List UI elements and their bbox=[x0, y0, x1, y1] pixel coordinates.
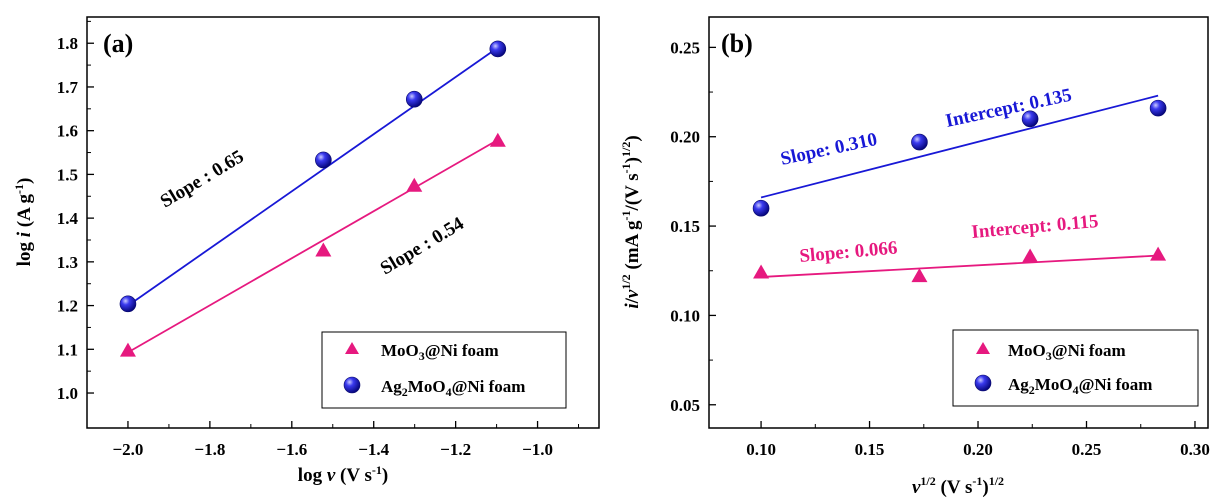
y-tick-label: 0.05 bbox=[670, 396, 700, 415]
x-tick-label: −1.0 bbox=[522, 440, 553, 459]
data-point-ag-b bbox=[1149, 99, 1167, 117]
y-tick-label: 1.4 bbox=[57, 209, 79, 228]
legend-label-mo-a: MoO3@Ni foam bbox=[381, 341, 499, 363]
data-points-b bbox=[752, 99, 1167, 283]
y-tick-label: 0.25 bbox=[670, 38, 700, 57]
fit-lines-a bbox=[127, 46, 499, 354]
y-tick-label: 1.1 bbox=[57, 340, 78, 359]
fit-line-mo-a bbox=[127, 139, 499, 354]
x-tick-label: 0.15 bbox=[855, 440, 885, 459]
legend-label-ag-b: Ag2MoO4@Ni foam bbox=[1008, 375, 1152, 397]
annotation-slope-mo-b: Slope: 0.066 bbox=[799, 238, 899, 267]
data-point-mo-b bbox=[1022, 248, 1039, 263]
x-tick-label: −1.6 bbox=[276, 440, 307, 459]
panel-label-a: (a) bbox=[103, 29, 133, 58]
data-point-ag-a bbox=[119, 295, 137, 313]
x-tick-label: −1.2 bbox=[440, 440, 471, 459]
fit-line-ag-a bbox=[127, 46, 499, 307]
y-tick-label: 0.20 bbox=[670, 128, 700, 147]
data-point-ag-a bbox=[405, 90, 423, 108]
panel-label-b: (b) bbox=[721, 29, 753, 58]
y-tick-label: 1.2 bbox=[57, 297, 78, 316]
data-point-mo-a bbox=[119, 342, 136, 357]
y-axis-label-b: i/ν1/2 (mA g-1/(V s-1)1/2) bbox=[619, 135, 643, 308]
x-tick-label: 0.20 bbox=[963, 440, 993, 459]
data-point-mo-a bbox=[315, 242, 332, 257]
legend-label-ag-a: Ag2MoO4@Ni foam bbox=[381, 377, 525, 399]
y-tick-label: 1.5 bbox=[57, 165, 78, 184]
legend-label-mo-b: MoO3@Ni foam bbox=[1008, 341, 1126, 363]
annotation-intercept-ag-b: Intercept: 0.135 bbox=[944, 85, 1074, 132]
data-point-mo-b bbox=[753, 264, 770, 279]
data-point-mo-a bbox=[489, 132, 506, 147]
data-point-mo-a bbox=[406, 177, 423, 192]
x-tick-label: −2.0 bbox=[112, 440, 143, 459]
plot-frame-b bbox=[708, 16, 1209, 429]
legend-marker-mo-a bbox=[345, 342, 359, 354]
y-axis-label-a: log i (A g-1) bbox=[12, 178, 35, 267]
data-point-ag-b bbox=[1021, 110, 1039, 128]
legend-marker-ag-a bbox=[343, 376, 361, 394]
data-point-mo-b bbox=[1150, 246, 1167, 261]
data-points-a bbox=[119, 40, 507, 357]
y-tick-label: 0.15 bbox=[670, 217, 700, 236]
fit-line-mo-b bbox=[761, 254, 1159, 278]
y-tick-label: 1.7 bbox=[57, 78, 79, 97]
legend-b: MoO3@Ni foam Ag2MoO4@Ni foam bbox=[952, 329, 1199, 407]
x-tick-label: −1.4 bbox=[358, 440, 389, 459]
axis-ticks-a: −2.0 −1.8 −1.6 −1.4 −1.2 −1.0 1.0 1.1 1.2 1.3 1.4 1… bbox=[57, 20, 580, 459]
legend-box-a bbox=[321, 331, 567, 409]
legend-marker-mo-b bbox=[976, 342, 990, 354]
x-tick-label: 0.30 bbox=[1180, 440, 1210, 459]
chart-panel-a: −2.0 −1.8 −1.6 −1.4 −1.2 −1.0 1.0 1.1 1.2 1.3 1.4 1… bbox=[12, 16, 600, 486]
plot-frame-a bbox=[86, 16, 600, 429]
axis-ticks-b: 0.10 0.15 0.20 0.25 0.30 0.05 0.10 0.15 0.20 0.25 bbox=[670, 38, 1210, 459]
x-tick-label: −1.8 bbox=[194, 440, 225, 459]
data-point-ag-b bbox=[752, 199, 770, 217]
legend-box-b bbox=[952, 329, 1199, 407]
annotation-slope-ag-b: Slope: 0.310 bbox=[779, 129, 879, 170]
y-tick-label: 1.3 bbox=[57, 253, 78, 272]
data-point-ag-b bbox=[911, 133, 928, 151]
legend-marker-ag-b bbox=[974, 374, 992, 392]
data-point-ag-a bbox=[489, 40, 507, 58]
y-tick-label: 1.8 bbox=[57, 34, 78, 53]
fit-line-ag-b bbox=[760, 94, 1159, 199]
chart-panel-b: 0.10 0.15 0.20 0.25 0.30 0.05 0.10 0.15 0.20 0.25… bbox=[619, 16, 1210, 498]
annotation-slope-ag-a: Slope : 0.65 bbox=[157, 146, 248, 212]
x-axis-label-b: ν1/2 (V s-1)1/2 bbox=[912, 474, 1004, 498]
y-tick-label: 1.0 bbox=[57, 384, 78, 403]
y-tick-label: 0.10 bbox=[670, 306, 700, 325]
legend-a: MoO3@Ni foam Ag2MoO4@Ni foam bbox=[321, 331, 567, 409]
x-axis-label-a: log ν (V s-1) bbox=[298, 463, 388, 486]
annotation-intercept-mo-b: Intercept: 0.115 bbox=[971, 211, 1100, 243]
fit-lines-b bbox=[760, 94, 1159, 278]
y-tick-label: 1.6 bbox=[57, 122, 78, 141]
data-point-mo-b bbox=[911, 268, 928, 283]
x-tick-label: 0.25 bbox=[1072, 440, 1102, 459]
data-point-ag-a bbox=[315, 151, 332, 169]
x-tick-label: 0.10 bbox=[746, 440, 776, 459]
annotation-slope-mo-a: Slope : 0.54 bbox=[377, 213, 468, 279]
